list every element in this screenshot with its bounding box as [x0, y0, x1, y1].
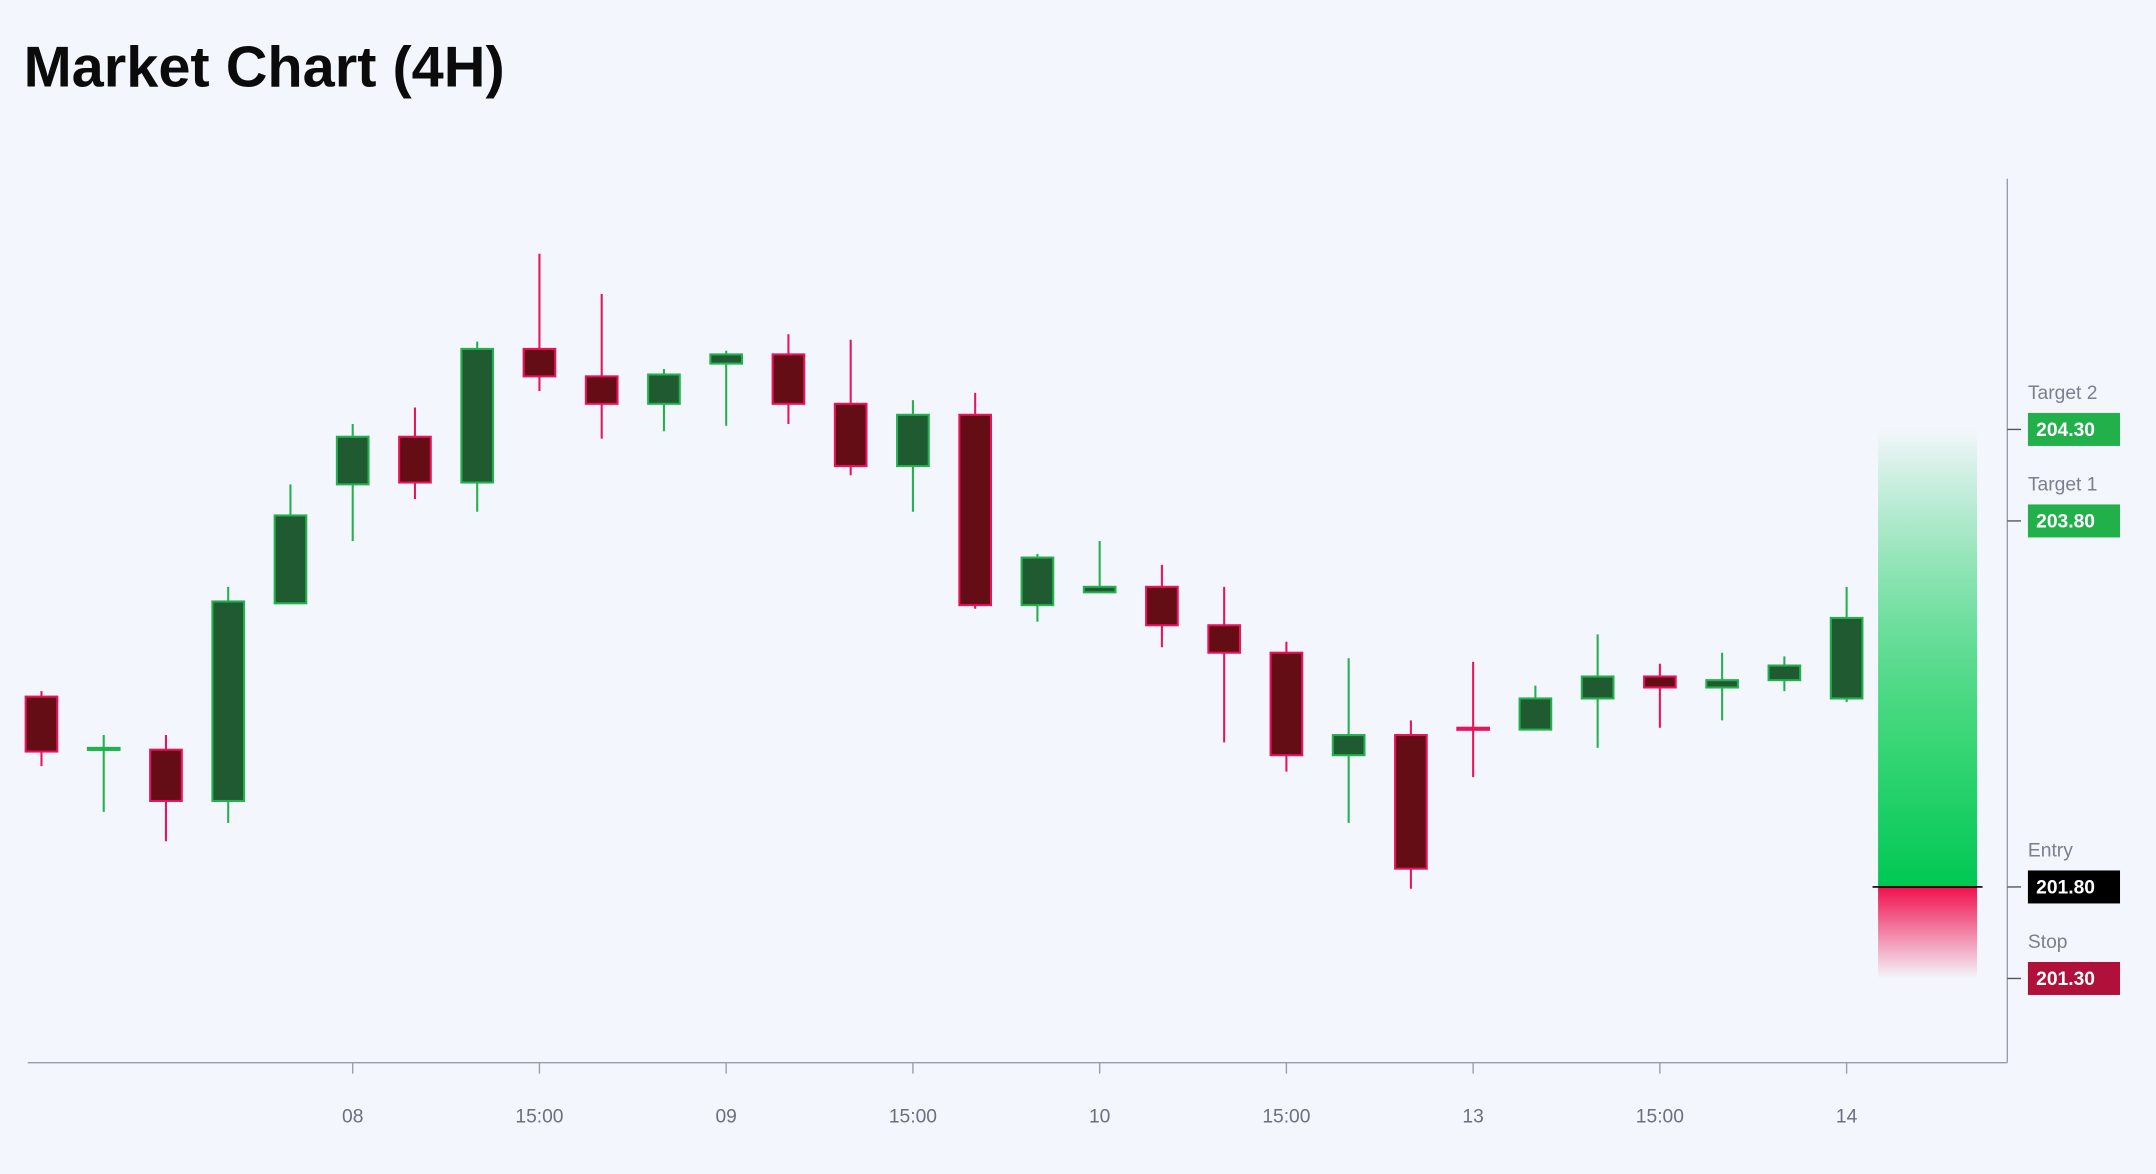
candle-body — [149, 748, 183, 802]
candle-body — [460, 347, 495, 484]
x-tick-label: 14 — [1836, 1107, 1858, 1128]
level-name: Target 2 — [2028, 383, 2098, 404]
candle-body — [584, 375, 619, 405]
candle-body — [522, 347, 557, 378]
candle-body — [398, 435, 432, 484]
candle-body — [1705, 679, 1739, 689]
level-name: Stop — [2028, 932, 2068, 953]
candle-body — [1580, 675, 1615, 700]
candle-body — [1394, 734, 1428, 870]
level-value: 203.80 — [2036, 511, 2095, 532]
level-value: 201.30 — [2036, 969, 2095, 990]
x-tick-label: 13 — [1462, 1107, 1483, 1128]
candle-body — [24, 695, 59, 753]
level-box — [2027, 504, 2121, 538]
x-tick-label: 15:00 — [515, 1107, 563, 1128]
x-tick-label: 09 — [715, 1107, 736, 1128]
chart-title: Market Chart (4H) — [24, 36, 505, 100]
candle-body — [833, 402, 868, 468]
candle-body — [1643, 675, 1677, 689]
candle-body — [1331, 734, 1366, 757]
candle-body — [709, 353, 744, 365]
profit-zone — [1878, 429, 1978, 887]
x-tick-label: 08 — [342, 1107, 363, 1128]
candle-body — [335, 435, 370, 486]
x-tick-label: 10 — [1089, 1107, 1110, 1128]
candle-body — [1020, 556, 1055, 607]
level-value: 201.80 — [2036, 877, 2095, 898]
candle-body — [273, 514, 308, 605]
candle-body — [771, 353, 806, 405]
x-tick-label: 15:00 — [889, 1107, 937, 1128]
level-value: 204.30 — [2036, 420, 2095, 441]
candle-body — [1269, 651, 1304, 757]
candle-body — [1145, 585, 1179, 627]
candle-body — [1767, 664, 1802, 682]
candle-body — [211, 600, 246, 802]
x-tick-label: 15:00 — [1636, 1107, 1684, 1128]
candle-body — [647, 373, 681, 405]
level-name: Target 1 — [2028, 474, 2098, 495]
candle-body — [1829, 616, 1864, 700]
candle-body — [1518, 697, 1553, 731]
candle-body — [896, 413, 930, 468]
x-tick-label: 15:00 — [1262, 1107, 1310, 1128]
level-box — [2027, 961, 2121, 995]
loss-zone — [1878, 886, 1978, 979]
level-box — [2027, 870, 2121, 904]
level-name: Entry — [2028, 840, 2073, 861]
candle-body — [86, 746, 121, 751]
candle-body — [1207, 624, 1241, 654]
candle-body — [1456, 726, 1490, 731]
candle-body — [958, 413, 993, 607]
candle-body — [1082, 585, 1117, 594]
level-box — [2027, 412, 2121, 446]
